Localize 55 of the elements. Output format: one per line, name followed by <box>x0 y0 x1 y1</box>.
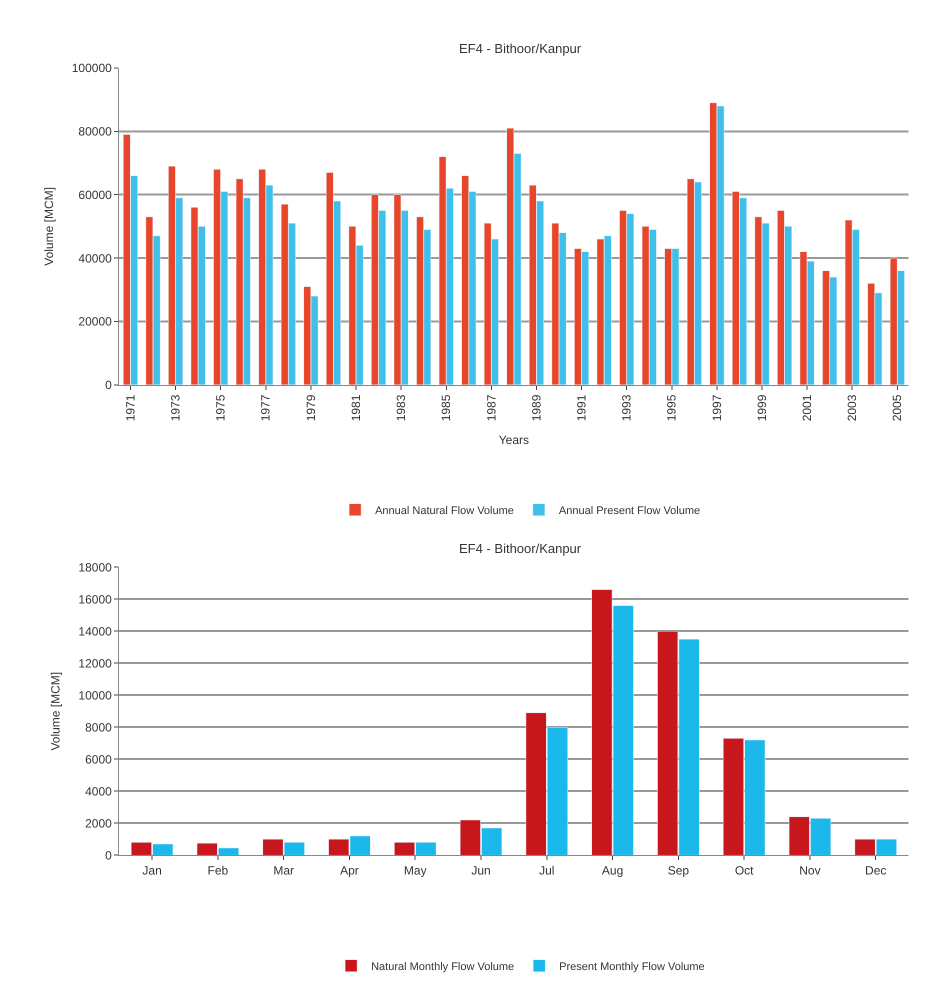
x-tick-label: Oct <box>734 864 754 878</box>
x-tick-label: Jan <box>142 864 162 878</box>
x-tick-label: 1997 <box>710 394 724 422</box>
x-tick-label: 1983 <box>394 394 408 422</box>
x-tick-label: Mar <box>273 864 294 878</box>
x-tick-label: Apr <box>340 864 359 878</box>
x-axis-title: Years <box>498 433 530 448</box>
y-tick-label: 2000 <box>85 816 112 830</box>
x-tick-label: 1981 <box>348 394 363 422</box>
y-tick-label: 4000 <box>85 784 112 798</box>
x-tick-label: 1985 <box>439 394 454 422</box>
chart-title: EF4 - Bithoor/Kanpur <box>459 541 582 556</box>
x-tick-label: Feb <box>208 864 229 878</box>
x-tick-label: 1973 <box>168 394 182 422</box>
y-tick-label: 0 <box>105 848 112 862</box>
y-tick-label: 12000 <box>78 656 112 670</box>
x-tick-label: Nov <box>799 864 821 878</box>
x-tick-label: 1979 <box>304 394 318 422</box>
y-tick-label: 40000 <box>78 251 112 266</box>
legend-label: Present Monthly Flow Volume <box>559 960 705 973</box>
legend-label: Natural Monthly Flow Volume <box>371 960 514 973</box>
y-tick-label: 0 <box>105 378 112 392</box>
x-tick-label: 2003 <box>845 394 860 422</box>
x-tick-label: 1989 <box>529 394 544 422</box>
x-tick-label: Jun <box>471 864 491 878</box>
x-tick-label: 1971 <box>123 394 138 422</box>
x-tick-label: 1999 <box>754 394 769 422</box>
y-tick-label: 20000 <box>78 314 112 329</box>
x-tick-label: May <box>404 864 427 878</box>
y-tick-label: 10000 <box>78 688 112 702</box>
x-tick-label: 2005 <box>890 394 904 422</box>
y-axis-title: Volume [MCM] <box>42 187 56 266</box>
x-tick-label: Dec <box>865 864 886 878</box>
x-tick-label: Aug <box>602 864 624 878</box>
y-axis-title: Volume [MCM] <box>48 672 63 751</box>
y-tick-label: 100000 <box>72 61 112 76</box>
legend-label: Annual Present Flow Volume <box>558 504 700 517</box>
y-tick-label: 16000 <box>78 592 112 606</box>
x-tick-label: 1975 <box>214 394 228 422</box>
x-tick-label: Jul <box>539 864 554 878</box>
x-tick-label: Sep <box>668 864 690 878</box>
chart-title: EF4 - Bithoor/Kanpur <box>459 41 582 56</box>
y-tick-label: 80000 <box>78 124 112 139</box>
x-tick-label: 1987 <box>484 394 498 422</box>
x-tick-label: 1993 <box>620 394 634 422</box>
x-tick-label: 1991 <box>574 394 588 422</box>
y-tick-label: 60000 <box>78 188 112 202</box>
y-tick-label: 14000 <box>78 624 112 638</box>
y-tick-label: 18000 <box>78 560 112 574</box>
x-tick-label: 1977 <box>258 394 273 422</box>
x-tick-label: 1995 <box>664 394 679 422</box>
y-tick-label: 8000 <box>85 720 112 734</box>
y-tick-label: 6000 <box>85 752 112 766</box>
x-tick-label: 2001 <box>800 394 814 422</box>
legend-label: Annual Natural Flow Volume <box>375 504 514 517</box>
